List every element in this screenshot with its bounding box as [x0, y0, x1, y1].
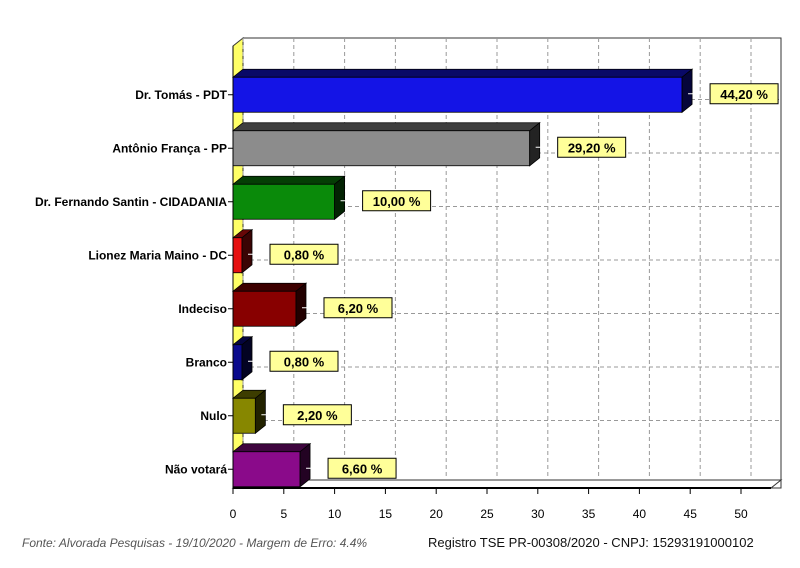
bar — [232, 237, 243, 274]
bar-side — [529, 121, 541, 167]
bar-group: 2,20 % — [231, 389, 352, 435]
x-tick-label: 45 — [684, 507, 698, 521]
data-label: 0,80 % — [284, 354, 325, 369]
bar-top — [231, 68, 694, 78]
x-tick-label: 35 — [582, 507, 596, 521]
x-tick-label: 15 — [379, 507, 393, 521]
bar-group: 10,00 % — [231, 175, 432, 221]
bars: 44,20 % 29,20 % 10,00 % 0,80 % 6,20 % 0,80 % 2… — [231, 68, 779, 488]
x-tick-label: 20 — [430, 507, 444, 521]
x-tick-label: 0 — [230, 507, 237, 521]
bar-side — [681, 68, 693, 114]
bar — [232, 397, 256, 434]
bar-side — [334, 175, 346, 221]
category-label: Antônio França - PP — [112, 141, 227, 155]
bar-chart: 44,20 % 29,20 % 10,00 % 0,80 % 6,20 % 0,80 % 2… — [35, 36, 783, 521]
data-label: 10,00 % — [373, 194, 421, 209]
category-label: Dr. Fernando Santin - CIDADANIA — [35, 195, 227, 209]
category-label: Indeciso — [178, 302, 227, 316]
bar-top — [231, 122, 541, 132]
data-label-box — [323, 297, 393, 319]
bar-group: 6,60 % — [231, 442, 397, 488]
bar-group: 0,80 % — [231, 228, 339, 274]
bar-side — [241, 335, 253, 381]
data-label-box — [269, 243, 339, 265]
data-label: 29,20 % — [568, 140, 616, 155]
bar — [232, 130, 531, 167]
category-label: Não votará — [165, 462, 227, 476]
category-label: Nulo — [200, 409, 227, 423]
data-label-box — [327, 457, 397, 479]
source-note: Fonte: Alvorada Pesquisas - 19/10/2020 -… — [22, 536, 368, 550]
data-label-box — [362, 190, 432, 212]
data-label-box — [282, 404, 352, 426]
bar — [232, 344, 243, 381]
data-label: 0,80 % — [284, 247, 325, 262]
data-label: 6,20 % — [338, 301, 379, 316]
bar — [232, 183, 335, 220]
x-tick-label: 25 — [480, 507, 494, 521]
bar — [232, 290, 297, 327]
bar-side — [295, 282, 307, 328]
bar-group: 44,20 % — [231, 68, 779, 114]
bar-top — [231, 443, 312, 453]
bar-top — [231, 175, 346, 185]
category-label: Lionez Maria Maino - DC — [88, 248, 227, 262]
bar-group: 0,80 % — [231, 335, 339, 381]
registry-note: Registro TSE PR-00308/2020 - CNPJ: 15293… — [428, 535, 754, 550]
bar-group: 29,20 % — [231, 121, 627, 167]
x-tick-label: 5 — [280, 507, 287, 521]
bar-side — [254, 389, 266, 435]
axes: 0 5 10 15 20 25 30 35 40 45 50 Dr. Tomás - PDT Antôn… — [35, 46, 771, 521]
x-tick-label: 40 — [633, 507, 647, 521]
data-label-box — [557, 136, 627, 158]
bar — [232, 76, 683, 113]
data-label-box — [709, 83, 779, 105]
data-label: 44,20 % — [720, 87, 768, 102]
category-label: Branco — [186, 355, 227, 369]
data-label-box — [269, 350, 339, 372]
x-tick-label: 10 — [328, 507, 342, 521]
bar-side — [299, 442, 311, 488]
category-label: Dr. Tomás - PDT — [135, 88, 227, 102]
bar-top — [231, 282, 308, 292]
bar-group: 6,20 % — [231, 282, 393, 328]
x-tick-label: 30 — [531, 507, 545, 521]
data-label: 6,60 % — [342, 461, 383, 476]
bar — [232, 451, 301, 488]
bar-side — [241, 228, 253, 274]
data-label: 2,20 % — [297, 408, 338, 423]
floor — [231, 479, 783, 489]
x-tick-label: 50 — [734, 507, 748, 521]
